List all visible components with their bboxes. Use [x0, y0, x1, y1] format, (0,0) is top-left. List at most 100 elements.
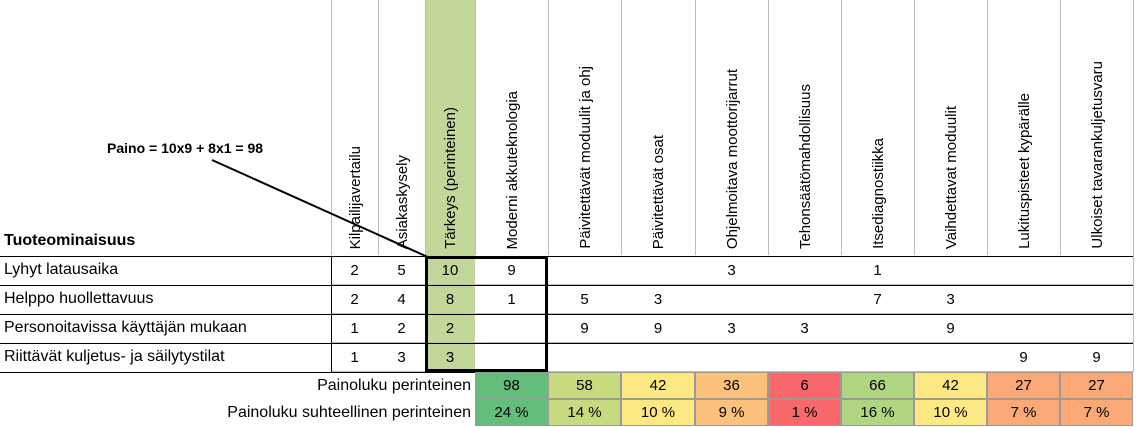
column-header-text: Päivitettävät osat [650, 134, 667, 249]
matrix-cell [987, 314, 1060, 343]
column-header: Tehonsäätömahdollisuus [768, 0, 841, 255]
matrix-cell: 4 [378, 285, 425, 314]
matrix-cell [987, 256, 1060, 285]
importance-column-fill [425, 0, 475, 372]
matrix-cell: 5 [548, 285, 621, 314]
matrix-cell: 9 [987, 343, 1060, 372]
column-header: Moderni akkuteknologia [475, 0, 548, 255]
matrix-cell: 8 [425, 285, 475, 314]
matrix-cell [548, 256, 621, 285]
matrix-cell [621, 256, 695, 285]
row-label: Lyhyt latausaika [4, 261, 119, 278]
summary-cell: 1 % [768, 399, 841, 426]
matrix-cell [768, 285, 841, 314]
row-label: Personoitavissa käyttäjän mukaan [4, 319, 247, 336]
matrix-cell [695, 285, 768, 314]
column-header-text: Lukituspisteet kypärälle [1015, 93, 1033, 249]
highlight-box [425, 256, 548, 372]
matrix-cell [987, 285, 1060, 314]
summary-cell: 7 % [987, 399, 1060, 426]
summary-label: Painoluku perinteinen [317, 377, 471, 394]
matrix-cell [768, 343, 841, 372]
matrix-cell: 2 [425, 314, 475, 343]
matrix-cell [768, 256, 841, 285]
row-label: Helppo huollettavuus [4, 290, 154, 307]
matrix-cell [914, 343, 987, 372]
matrix-cell [841, 343, 914, 372]
summary-cell: 42 [914, 372, 987, 399]
row-divider [0, 314, 1133, 315]
column-header-text: Ulkoiset tavarankuljetusvaru [1088, 61, 1106, 249]
matrix-cell: 2 [331, 285, 378, 314]
matrix-cell: 9 [621, 314, 695, 343]
matrix-cell: 9 [1060, 343, 1133, 372]
column-header: Tärkeys (perinteinen) [425, 0, 475, 255]
matrix-cell [1060, 285, 1133, 314]
column-header: Ulkoiset tavarankuljetusvaru [1060, 0, 1133, 255]
header-right-border [1133, 0, 1134, 372]
column-header-text: Itsediagnostiikka [869, 138, 887, 249]
summary-cell: 6 [768, 372, 841, 399]
matrix-cell: 3 [914, 285, 987, 314]
row-header-label: Tuoteominaisuus [4, 232, 136, 249]
column-header: Ohjelmoitava moottorijarrut [695, 0, 768, 255]
weight-formula-annotation: Paino = 10x9 + 8x1 = 98 [107, 140, 264, 156]
matrix-cell: 1 [331, 314, 378, 343]
column-header-text: Moderni akkuteknologia [503, 90, 521, 249]
matrix-cell: 1 [331, 343, 378, 372]
matrix-cell: 3 [695, 256, 768, 285]
matrix-cell [1060, 256, 1133, 285]
column-header: Lukituspisteet kypärälle [987, 0, 1060, 255]
row-divider [0, 285, 1133, 286]
matrix-cell [621, 343, 695, 372]
matrix-cell [695, 343, 768, 372]
column-header: Päivitettävät moduulit ja ohj [548, 0, 621, 255]
matrix-cell: 9 [475, 256, 548, 285]
matrix-cell: 9 [548, 314, 621, 343]
summary-cell: 7 % [1060, 399, 1133, 426]
row-divider [0, 343, 1133, 344]
column-header-text: Tärkeys (perinteinen) [442, 107, 459, 249]
summary-cell: 16 % [841, 399, 914, 426]
column-header-text: Tehonsäätömahdollisuus [796, 83, 814, 249]
column-header: Itsediagnostiikka [841, 0, 914, 255]
summary-cell: 66 [841, 372, 914, 399]
column-header-text: Kilpailijavertailu [346, 145, 364, 249]
summary-cell: 9 % [695, 399, 768, 426]
summary-cell: 27 [987, 372, 1060, 399]
matrix-cell: 3 [768, 314, 841, 343]
row-label: Riittävät kuljetus- ja säilytystilat [4, 348, 225, 365]
summary-cell: 24 % [475, 399, 548, 426]
summary-cell: 27 [1060, 372, 1133, 399]
summary-cell: 42 [621, 372, 695, 399]
column-header: Kilpailijavertailu [331, 0, 378, 255]
matrix-cell: 1 [475, 285, 548, 314]
matrix-cell: 2 [378, 314, 425, 343]
left-block-outline [331, 256, 475, 372]
column-header-text: Päivitettävät moduulit ja ohj [576, 66, 594, 249]
column-header-text: Ohjelmoitava moottorijarrut [723, 68, 741, 249]
column-header: Vaihdettavat moduulit [914, 0, 987, 255]
matrix-cell: 9 [914, 314, 987, 343]
summary-cell: 98 [475, 372, 548, 399]
column-header: Asiakaskysely [378, 0, 425, 255]
summary-cell: 14 % [548, 399, 621, 426]
column-header-text: Asiakaskysely [393, 154, 411, 249]
row-divider [0, 256, 1133, 257]
column-header: Päivitettävät osat [621, 0, 695, 255]
matrix-cell: 3 [378, 343, 425, 372]
matrix-cell: 5 [378, 256, 425, 285]
summary-label: Painoluku suhteellinen perinteinen [227, 404, 471, 421]
summary-cell: 58 [548, 372, 621, 399]
summary-cell: 10 % [621, 399, 695, 426]
matrix-cell: 1 [841, 256, 914, 285]
matrix-cell: 3 [695, 314, 768, 343]
matrix-cell [1060, 314, 1133, 343]
matrix-cell [914, 256, 987, 285]
matrix-cell: 3 [621, 285, 695, 314]
summary-cell: 36 [695, 372, 768, 399]
matrix-cell [475, 314, 548, 343]
matrix-cell: 2 [331, 256, 378, 285]
column-header-text: Vaihdettavat moduulit [942, 105, 960, 249]
